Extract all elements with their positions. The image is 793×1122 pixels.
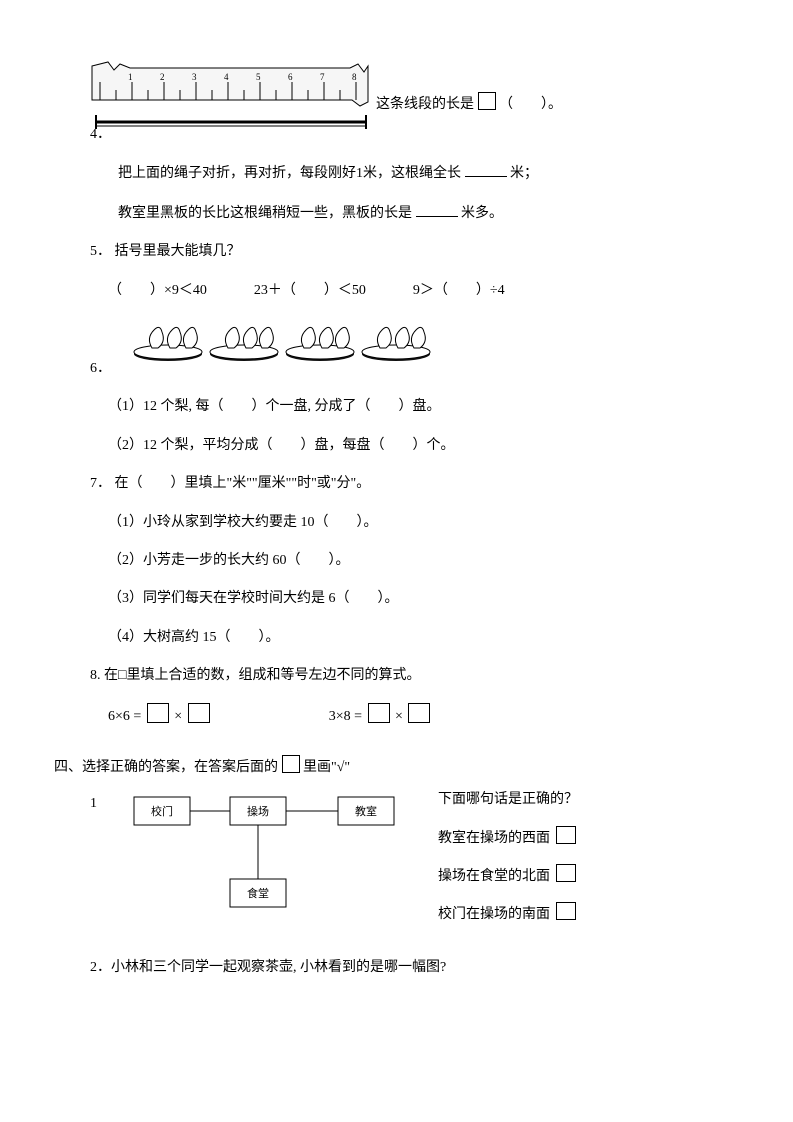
svg-text:2: 2	[160, 72, 165, 82]
answer-box[interactable]	[147, 703, 169, 723]
q4-line1b: 米；	[510, 166, 538, 181]
node-gate: 校门	[151, 804, 173, 818]
q5-item-1: （ ）×9＜40	[108, 283, 207, 298]
q8-eq1-left: 6×6 =	[108, 709, 141, 724]
svg-text:3: 3	[192, 72, 197, 82]
svg-text:7: 7	[320, 72, 325, 82]
answer-checkbox[interactable]	[556, 826, 576, 844]
q7-number: 7．	[90, 476, 111, 491]
q5-item-2: 23＋（ ）＜50	[254, 283, 366, 298]
q7-item: （1）小玲从家到学校大约要走 10（ ）。	[108, 515, 378, 530]
answer-box[interactable]	[368, 703, 390, 723]
svg-text:4: 4	[224, 72, 229, 82]
answer-box[interactable]	[188, 703, 210, 723]
q5-title: 括号里最大能填几？	[115, 244, 241, 259]
q7-title: 在（ ）里填上"米""厘米""时"或"分"。	[115, 476, 371, 491]
svg-text:8: 8	[352, 72, 357, 82]
svg-text:5: 5	[256, 72, 261, 82]
q6-number: 6．	[90, 361, 111, 376]
q4-line1a: 把上面的绳子对折，再对折，每段刚好1米，这根绳全长	[118, 166, 461, 181]
q7-item: （2）小芳走一步的长大约 60（ ）。	[108, 553, 350, 568]
section4-heading-a: 四、选择正确的答案，在答案后面的	[54, 760, 278, 775]
s4-stmt: 教室在操场的西面	[438, 831, 550, 846]
node-classroom: 教室	[355, 804, 377, 818]
s4-q2: 2．小林和三个同学一起观察茶壶, 小林看到的是哪一幅图?	[90, 960, 446, 975]
q8-title: 在□里填上合适的数，组成和等号左边不同的算式。	[104, 668, 420, 683]
answer-box[interactable]	[478, 92, 496, 110]
school-diagram: 校门 操场 教室 食堂	[128, 789, 408, 937]
q8-eq-mid: ×	[174, 709, 182, 724]
q5-number: 5．	[90, 244, 111, 259]
q4-line2a: 教室里黑板的长比这根绳稍短一些，黑板的长是	[118, 206, 412, 221]
example-box	[282, 755, 300, 773]
q6-line1: （1）12 个梨, 每（ ）个一盘, 分成了（ ）盘。	[108, 399, 441, 414]
svg-text:1: 1	[128, 72, 133, 82]
answer-box[interactable]	[408, 703, 430, 723]
answer-checkbox[interactable]	[556, 902, 576, 920]
s4-stmt-title: 下面哪句话是正确的？	[438, 792, 578, 807]
node-canteen: 食堂	[247, 886, 269, 900]
ruler-svg: 1 2 3 4 5 6 7 8	[90, 60, 370, 138]
ruler-caption: 这条线段的长是 （ ）。	[376, 92, 562, 120]
q8-number: 8.	[90, 668, 101, 683]
ruler-svg-wrap: 1 2 3 4 5 6 7 8	[90, 60, 370, 120]
q6-line2: （2）12 个梨，平均分成（ ）盘，每盘（ ）个。	[108, 438, 455, 453]
answer-checkbox[interactable]	[556, 864, 576, 882]
svg-text:6: 6	[288, 72, 293, 82]
ruler-figure: 1 2 3 4 5 6 7 8 这条线段的长是 （ ）。	[90, 60, 723, 120]
q8-eq-mid-b: ×	[395, 709, 403, 724]
node-field: 操场	[247, 804, 269, 818]
ruler-text: 这条线段的长是	[376, 97, 478, 112]
s4-q1-number: 1	[90, 796, 97, 811]
fill-blank[interactable]	[465, 162, 507, 177]
q7-item: （3）同学们每天在学校时间大约是 6（ ）。	[108, 591, 399, 606]
q8-eq2-left: 3×8 =	[329, 709, 362, 724]
q5-item-3: 9＞（ ）÷4	[413, 283, 505, 298]
pear-plates	[132, 316, 432, 370]
q4-line2b: 米多。	[461, 206, 503, 221]
fill-blank[interactable]	[416, 202, 458, 217]
section4-heading-b: 里画"√"	[303, 760, 350, 775]
q7-item: （4）大树高约 15（ ）。	[108, 630, 280, 645]
ruler-text-2: （ ）。	[499, 97, 562, 112]
s4-stmt: 校门在操场的南面	[438, 907, 550, 922]
s4-stmt: 操场在食堂的北面	[438, 869, 550, 884]
